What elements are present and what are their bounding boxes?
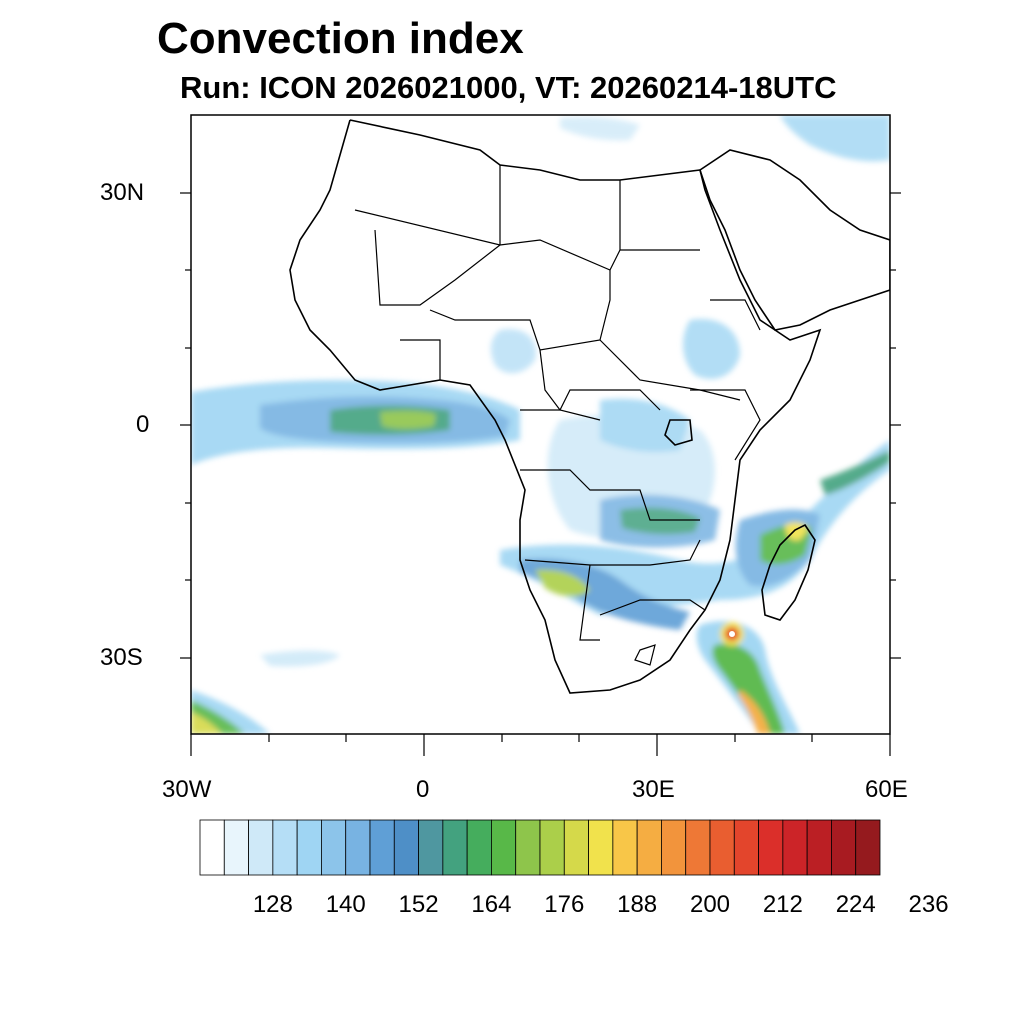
colorbar-swatch <box>272 819 298 876</box>
colorbar-swatch <box>733 819 759 876</box>
colorbar-swatch <box>345 819 371 876</box>
colorbar-swatch <box>199 819 225 876</box>
colorbar-swatch <box>321 819 347 876</box>
colorbar-swatch <box>588 819 614 876</box>
colorbar-swatch <box>806 819 832 876</box>
colorbar-tick-label: 236 <box>909 891 949 918</box>
colorbar-tick-label: 140 <box>326 891 366 918</box>
colorbar-swatch <box>685 819 711 876</box>
madagascar-coastline <box>761 523 816 621</box>
colorbar-swatch <box>855 819 881 876</box>
colorbar-swatch <box>612 819 638 876</box>
country-borders <box>354 165 761 666</box>
axis-ticks <box>180 192 901 756</box>
colorbar-swatch <box>223 819 249 876</box>
colorbar-swatch <box>758 819 784 876</box>
arabia-coastline <box>699 149 890 331</box>
colorbar-swatch <box>661 819 687 876</box>
colorbar-swatch <box>442 819 468 876</box>
colorbar-swatch <box>369 819 395 876</box>
colorbar-swatch <box>466 819 492 876</box>
colorbar-swatch <box>709 819 735 876</box>
lat-label-0: 0 <box>136 411 150 438</box>
colorbar-tick-label: 188 <box>617 891 657 918</box>
lat-label-30s: 30S <box>100 644 143 671</box>
colorbar-tick-label: 224 <box>836 891 876 918</box>
colorbar-swatch <box>831 819 857 876</box>
lon-label-60e: 60E <box>865 776 908 803</box>
lake-victoria <box>664 419 693 446</box>
colorbar-tick-label: 176 <box>544 891 584 918</box>
colorbar-tick-label: 152 <box>399 891 439 918</box>
colorbar-swatch <box>296 819 322 876</box>
colorbar-swatch <box>636 819 662 876</box>
colorbar-swatch <box>248 819 274 876</box>
colorbar-swatch <box>539 819 565 876</box>
colorbar-tick-label: 128 <box>253 891 293 918</box>
lon-label-0: 0 <box>416 776 430 803</box>
colorbar-tick-label: 212 <box>763 891 803 918</box>
chart-subtitle: Run: ICON 2026021000, VT: 20260214-18UTC <box>180 70 837 105</box>
chart-title: Convection index <box>157 14 524 63</box>
colorbar-tick-label: 200 <box>690 891 730 918</box>
colorbar-swatch <box>418 819 444 876</box>
lon-label-30w: 30W <box>162 776 212 803</box>
colorbar-swatch <box>393 819 419 876</box>
convection-field <box>191 115 890 734</box>
lon-label-30e: 30E <box>632 776 675 803</box>
colorbar-swatch <box>515 819 541 876</box>
colorbar-swatch <box>563 819 589 876</box>
colorbar-swatch <box>491 819 517 876</box>
colorbar-tick-label: 164 <box>471 891 511 918</box>
lat-label-30n: 30N <box>100 179 145 206</box>
colorbar: 128 140 152 164 176 188 200 212 224 236 <box>199 819 949 918</box>
coastlines <box>289 119 890 694</box>
colorbar-swatch <box>782 819 808 876</box>
